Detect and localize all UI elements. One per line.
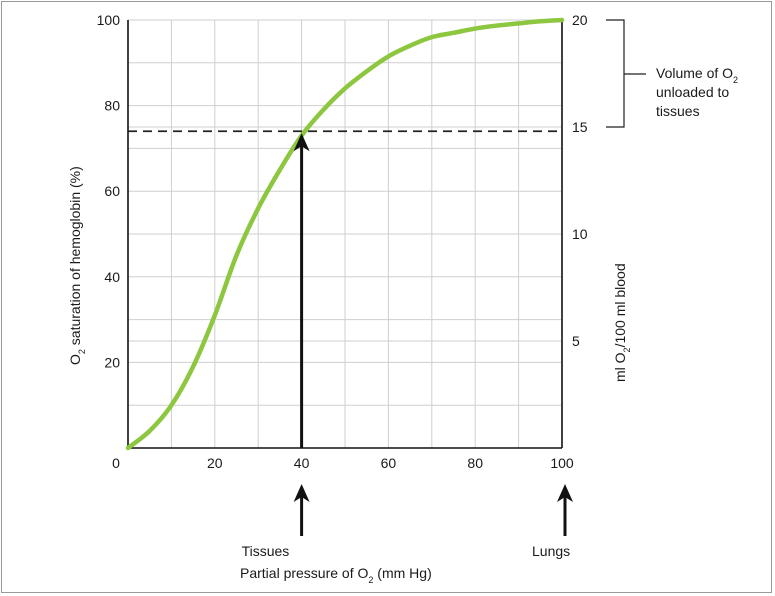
y-tick-label: 100 bbox=[97, 12, 121, 28]
tissue-arrow-inner-head bbox=[293, 133, 310, 152]
y-tick-label: 60 bbox=[104, 183, 120, 199]
axis-labels: Tissues Lungs Partial pressure of O2 (mm H… bbox=[67, 65, 738, 585]
y-axis-label: O2 saturation of hemoglobin (%) bbox=[67, 166, 87, 365]
volume-label-line2: unloaded to bbox=[656, 84, 729, 100]
x-tick-label: 40 bbox=[294, 455, 310, 471]
x-tick-label: 80 bbox=[467, 455, 483, 471]
volume-label-line3: tissues bbox=[656, 103, 700, 119]
y-tick-label: 40 bbox=[104, 269, 120, 285]
y2-tick-label: 20 bbox=[572, 12, 588, 28]
tick-labels: 0 20 40 60 80 100 20 40 60 80 100 5 10 15 20 bbox=[97, 12, 588, 471]
annotations bbox=[128, 19, 646, 536]
lungs-label: Lungs bbox=[532, 543, 570, 559]
saturation-curve bbox=[125, 17, 565, 451]
lungs-arrow-head bbox=[557, 484, 573, 502]
x-tick-label: 20 bbox=[207, 455, 223, 471]
y-tick-label: 80 bbox=[104, 98, 120, 114]
y-tick-label: 20 bbox=[104, 354, 120, 370]
x-tick-label: 60 bbox=[381, 455, 397, 471]
x-tick-label: 0 bbox=[112, 455, 120, 471]
volume-label-line1: Volume of O2 bbox=[656, 65, 738, 85]
y2-tick-label: 5 bbox=[572, 333, 580, 349]
grid-lines bbox=[128, 19, 563, 448]
x-tick-label: 100 bbox=[550, 455, 574, 471]
y2-axis-label: ml O2/100 ml blood bbox=[612, 263, 632, 382]
axes bbox=[127, 20, 563, 449]
volume-bracket bbox=[606, 19, 625, 128]
y2-tick-label: 10 bbox=[572, 226, 588, 242]
tissues-label: Tissues bbox=[242, 543, 290, 559]
x-axis-label: Partial pressure of O2 (mm Hg) bbox=[240, 565, 432, 585]
tissues-arrow-head bbox=[293, 484, 310, 502]
series-layer bbox=[125, 17, 565, 451]
y2-tick-label: 15 bbox=[572, 119, 588, 135]
